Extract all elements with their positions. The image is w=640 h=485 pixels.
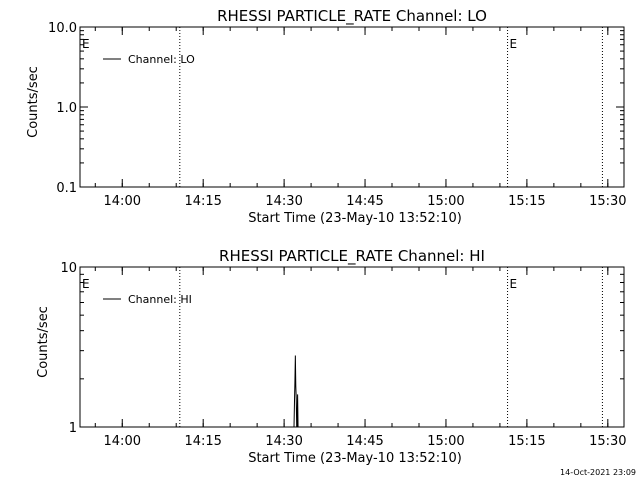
chart-title: RHESSI PARTICLE_RATE Channel: HI	[219, 247, 485, 266]
x-tick-label: 14:30	[265, 194, 302, 209]
event-marker: E	[82, 277, 90, 291]
x-axis-label: Start Time (23-May-10 13:52:10)	[248, 451, 462, 466]
y-tick-label: 10.0	[48, 21, 77, 36]
chart-title: RHESSI PARTICLE_RATE Channel: LO	[217, 7, 487, 26]
x-tick-label: 14:30	[265, 434, 302, 449]
series-line	[293, 355, 299, 428]
legend-entry: Channel: LO	[128, 53, 195, 66]
plot-frame	[79, 26, 625, 188]
x-tick-label: 15:00	[427, 434, 464, 449]
chart-panel-hi: RHESSI PARTICLE_RATE Channel: HI 14:00 14:…	[36, 247, 627, 466]
x-tick-label: 14:00	[104, 194, 141, 209]
y-tick-label: 1	[69, 421, 77, 436]
x-tick-label: 14:00	[104, 434, 141, 449]
event-marker: E	[510, 37, 518, 51]
y-tick-label: 1.0	[56, 101, 77, 116]
x-tick-label: 15:15	[508, 434, 545, 449]
y-tick-label: 10	[60, 261, 77, 276]
event-marker: E	[510, 277, 518, 291]
x-tick-label: 14:45	[346, 194, 383, 209]
y-axis-label: Counts/sec	[36, 306, 51, 378]
x-tick-label: 15:30	[589, 434, 626, 449]
y-axis-label: Counts/sec	[26, 66, 41, 138]
plot-frame	[79, 266, 625, 428]
x-tick-label: 15:30	[589, 194, 626, 209]
event-marker: E	[82, 37, 90, 51]
x-tick-label: 15:15	[508, 194, 545, 209]
footer-timestamp: 14-Oct-2021 23:09	[560, 468, 636, 477]
x-tick-label: 14:15	[184, 434, 221, 449]
x-tick-label: 15:00	[427, 194, 464, 209]
chart-panel-lo: RHESSI PARTICLE_RATE Channel: LO 14:00 14:…	[26, 7, 627, 226]
x-axis-label: Start Time (23-May-10 13:52:10)	[248, 211, 462, 226]
x-tick-label: 14:15	[184, 194, 221, 209]
legend-entry: Channel: HI	[128, 293, 192, 306]
x-tick-label: 14:45	[346, 434, 383, 449]
y-tick-label: 0.1	[56, 181, 77, 196]
